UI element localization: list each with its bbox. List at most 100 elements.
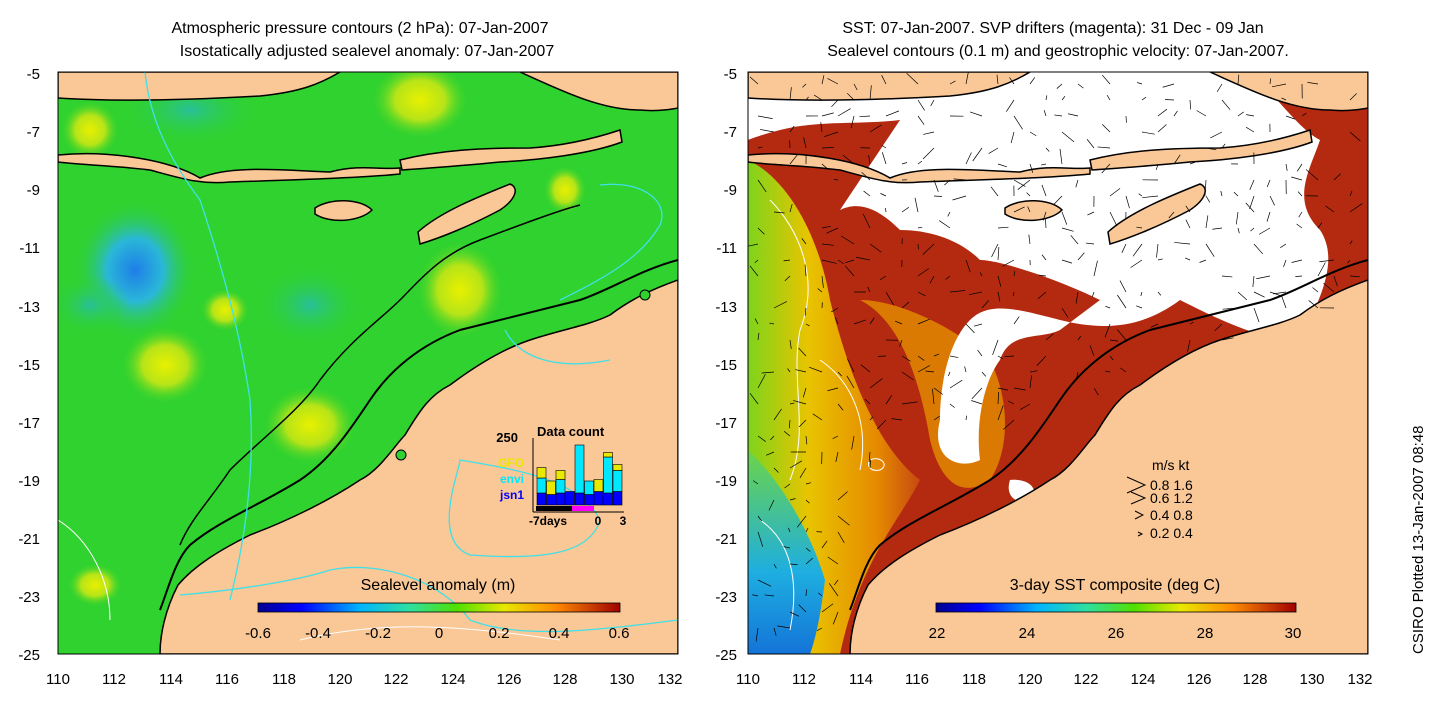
velocity-arrow	[996, 74, 999, 85]
velocity-arrow	[1347, 259, 1351, 264]
velocity-arrow	[1061, 227, 1074, 232]
velocity-arrow	[933, 179, 939, 192]
velocity-arrow	[1285, 115, 1296, 120]
velocity-arrow	[917, 160, 923, 165]
velocity-arrow	[805, 482, 812, 485]
velocity-arrow	[1019, 403, 1031, 410]
velocity-arrow	[773, 408, 782, 421]
velocity-arrow	[1045, 333, 1054, 341]
velocity-arrow	[1061, 211, 1068, 225]
velocity-arrow	[894, 320, 903, 325]
right-sumba-island	[1004, 200, 1064, 222]
velocity-arrow	[853, 319, 866, 325]
left-xtick-12: 132	[657, 671, 682, 688]
velocity-arrow	[977, 349, 983, 357]
velocity-arrow	[1174, 242, 1191, 245]
velocity-arrow	[901, 401, 918, 405]
left-yellow-blob-2	[415, 240, 505, 340]
velocity-arrow	[827, 387, 839, 392]
velocity-arrow	[881, 144, 887, 149]
left-cbar-tick-1: -0.6	[245, 625, 271, 642]
right-map	[748, 72, 1368, 654]
velocity-arrow	[968, 291, 983, 295]
velocity-arrow	[827, 556, 839, 565]
velocity-arrow	[868, 155, 871, 165]
velocity-arrow	[981, 371, 987, 377]
right-xtick-2: 112	[792, 671, 816, 688]
velocity-arrow	[748, 243, 759, 247]
velocity-arrow	[1249, 179, 1255, 190]
velocity-arrow	[1237, 291, 1248, 301]
velocity-arrow	[754, 318, 759, 325]
velocity-arrow	[1205, 243, 1215, 257]
right-sealevel-contour-3	[759, 519, 795, 631]
right-xtick-10: 128	[1242, 671, 1267, 688]
velocity-arrow	[1349, 240, 1353, 245]
velocity-arrow	[879, 275, 887, 281]
velocity-arrow	[1029, 375, 1032, 389]
velocity-arrow	[757, 146, 763, 149]
velocity-arrow	[881, 75, 887, 85]
velocity-arrow	[933, 387, 943, 395]
velocity-arrow	[1214, 323, 1223, 332]
speed-arrow-0.6	[1130, 491, 1147, 505]
left-cbar-tick-3: -0.2	[365, 625, 391, 642]
velocity-arrow	[1029, 370, 1038, 373]
left-java-bali-island	[58, 152, 401, 184]
right-cbar-tick-4: 28	[1197, 625, 1214, 642]
velocity-arrow	[990, 186, 999, 197]
velocity-arrow	[965, 323, 975, 334]
velocity-arrow	[991, 243, 999, 258]
velocity-arrow	[869, 124, 882, 133]
right-ytick-3: -9	[724, 182, 737, 199]
right-banda-islands	[1209, 72, 1368, 112]
velocity-arrow	[1297, 191, 1303, 197]
velocity-arrow	[757, 115, 773, 119]
velocity-arrow	[1026, 192, 1031, 197]
velocity-arrow	[761, 371, 775, 374]
velocity-arrow	[805, 96, 809, 101]
velocity-arrow	[1249, 195, 1255, 210]
left-yellow-blob-7	[60, 100, 120, 160]
velocity-arrow	[917, 291, 926, 297]
velocity-arrow	[837, 491, 848, 501]
velocity-arrow	[880, 193, 887, 197]
velocity-arrow	[1296, 223, 1303, 229]
velocity-arrow	[757, 435, 766, 442]
velocity-arrow	[964, 366, 967, 373]
velocity-arrow	[1054, 114, 1063, 117]
velocity-arrow	[869, 459, 871, 469]
velocity-arrow	[833, 179, 839, 181]
velocity-arrow	[757, 531, 764, 547]
left-yellow-blob-3	[120, 325, 210, 405]
velocity-arrow	[1105, 305, 1111, 309]
velocity-arrow	[1067, 113, 1079, 117]
velocity-arrow	[901, 162, 908, 165]
velocity-arrow	[1333, 275, 1338, 287]
velocity-arrow	[949, 379, 963, 389]
credit-text: CSIRO Plotted 13-Jan-2007 08:48	[1410, 426, 1427, 654]
velocity-arrow	[805, 435, 808, 445]
right-xtick-3: 114	[849, 671, 873, 688]
data-count-inset: 250 Data count -7days 0 3 GFO envi jsn1	[496, 424, 626, 528]
velocity-arrow	[1168, 211, 1175, 219]
velocity-arrow	[1280, 243, 1287, 249]
velocity-arrow	[1132, 243, 1143, 257]
inset-bar-2-envi	[555, 479, 566, 494]
velocity-arrow	[1317, 222, 1323, 229]
velocity-arrow	[949, 80, 956, 85]
velocity-arrow	[933, 416, 940, 421]
velocity-arrow	[803, 137, 807, 149]
velocity-arrow	[759, 129, 775, 133]
velocity-arrow	[953, 178, 967, 181]
velocity-arrow	[1125, 195, 1130, 209]
velocity-arrow	[949, 403, 955, 408]
speed-legend-row-4: 0.2 0.4	[1150, 525, 1193, 541]
velocity-arrow	[773, 163, 784, 166]
velocity-arrow	[945, 275, 951, 280]
right-ytick-4: -11	[716, 240, 737, 257]
inset-bar-1-gfo	[546, 480, 556, 495]
left-map	[58, 72, 678, 654]
velocity-arrow	[1121, 243, 1127, 253]
